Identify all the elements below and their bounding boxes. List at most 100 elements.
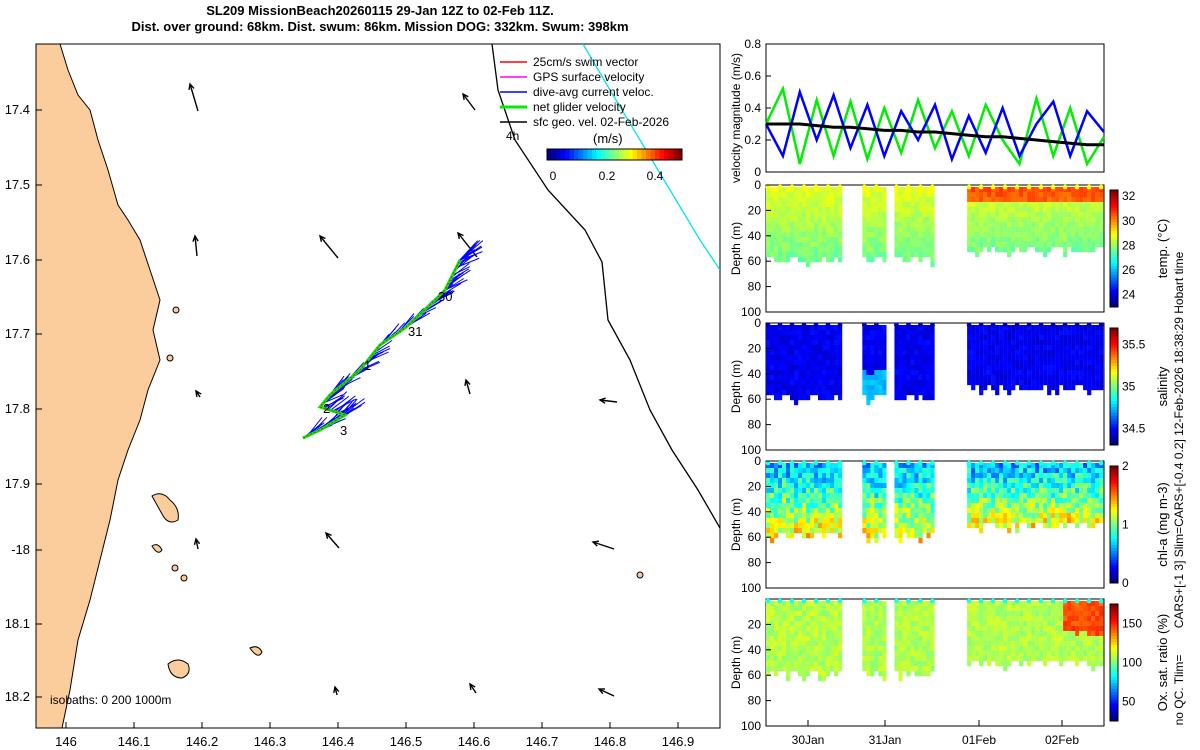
profile-cell <box>983 656 988 662</box>
profile-cell <box>838 646 843 652</box>
colorbar-segment <box>1110 286 1118 290</box>
profile-cell <box>991 212 996 218</box>
profile-cell <box>979 350 984 356</box>
profile-cell <box>1083 621 1088 627</box>
profile-cell <box>790 646 795 652</box>
surface-dot <box>906 322 911 328</box>
profile-cell <box>1031 350 1036 356</box>
profile-cell <box>870 666 875 672</box>
profile-cell <box>1087 463 1092 469</box>
profile-cell <box>930 488 935 494</box>
profile-cell <box>971 385 976 391</box>
profile-cell <box>882 335 887 341</box>
profile-cell <box>975 192 980 198</box>
profile-cell <box>1047 513 1052 519</box>
profile-cell <box>918 192 923 198</box>
profile-cell <box>930 340 935 346</box>
profile-cell <box>786 666 791 672</box>
profile-cell <box>782 330 787 336</box>
profile-cell <box>1071 232 1076 238</box>
colorbar-tick: 35 <box>1122 380 1136 394</box>
profile-cell <box>1067 325 1072 331</box>
profile-cell <box>882 197 887 203</box>
profile-cell <box>798 247 803 253</box>
current-vector <box>321 397 344 409</box>
profile-cell <box>814 192 819 198</box>
profile-cell <box>818 395 823 401</box>
profile-cell <box>1091 641 1096 647</box>
profile-cell <box>898 395 903 401</box>
profile-cell <box>1023 503 1028 509</box>
profile-cell <box>794 197 799 203</box>
profile-cell <box>1043 227 1048 233</box>
profile-cell <box>862 606 867 612</box>
profile-cell <box>870 360 875 366</box>
profile-cell <box>926 370 931 376</box>
profile-cell <box>782 631 787 637</box>
profile-cell <box>1059 197 1064 203</box>
profile-cell <box>971 340 976 346</box>
profile-cell <box>766 252 771 258</box>
profile-cell <box>1051 355 1056 361</box>
profile-cell <box>778 478 783 484</box>
profile-cell <box>898 217 903 223</box>
surface-dot <box>1014 322 1020 328</box>
profile-cell <box>1067 508 1072 514</box>
profile-cell <box>814 631 819 637</box>
profile-cell <box>1027 207 1032 213</box>
profile-cell <box>979 222 984 228</box>
profile-cell <box>794 340 799 346</box>
profile-cell <box>774 661 779 667</box>
profile-cell <box>983 365 988 371</box>
profile-cell <box>798 626 803 632</box>
profile-cell <box>910 641 915 647</box>
profile-cell <box>814 518 819 524</box>
profile-cell <box>999 237 1004 243</box>
profile-cell <box>830 473 835 479</box>
profile-cell <box>790 390 795 396</box>
profile-cell <box>1099 355 1104 361</box>
profile-cell <box>1091 335 1096 341</box>
profile-cell <box>798 335 803 341</box>
profile-cell <box>866 192 871 198</box>
profile-cell <box>1075 340 1080 346</box>
colorbar-segment <box>1110 383 1118 387</box>
colorbar-segment <box>1110 515 1118 520</box>
profile-cell <box>1079 626 1084 632</box>
profile-cell <box>778 222 783 228</box>
profile-cell <box>1003 355 1008 361</box>
profile-cell <box>870 247 875 253</box>
profile-cell <box>1039 207 1044 213</box>
profile-cell <box>914 488 919 494</box>
profile-cell <box>999 646 1004 652</box>
profile-cell <box>1063 232 1068 238</box>
profile-cell <box>1035 217 1040 223</box>
profile-cell <box>967 350 972 356</box>
profile-cell <box>906 350 911 356</box>
profile-cell <box>1035 616 1040 622</box>
profile-cell <box>838 247 843 253</box>
profile-cell <box>806 626 811 632</box>
map-x-axis: 146 146.1 146.2 146.3 146.4 146.5 146.6 146.7 14… <box>55 722 694 749</box>
profile-cell <box>999 197 1004 203</box>
profile-cell <box>834 616 839 622</box>
profile-cell <box>1075 641 1080 647</box>
profile-cell <box>1047 636 1052 642</box>
profile-cell <box>926 616 931 622</box>
profile-cell <box>1051 237 1056 243</box>
profile-cell <box>774 222 779 228</box>
profile-cell <box>971 375 976 381</box>
profile-cell <box>1039 611 1044 617</box>
profile-cell <box>1087 330 1092 336</box>
profile-cell <box>967 656 972 662</box>
profile-cell <box>926 463 931 469</box>
profile-cell <box>1007 636 1012 642</box>
profile-cell <box>794 606 799 612</box>
profile-cell <box>830 252 835 258</box>
profile-cell <box>906 528 911 534</box>
profile-cell <box>1091 483 1096 489</box>
profile-cell <box>794 325 799 331</box>
profile-cell <box>1059 616 1064 622</box>
profile-cell <box>830 621 835 627</box>
